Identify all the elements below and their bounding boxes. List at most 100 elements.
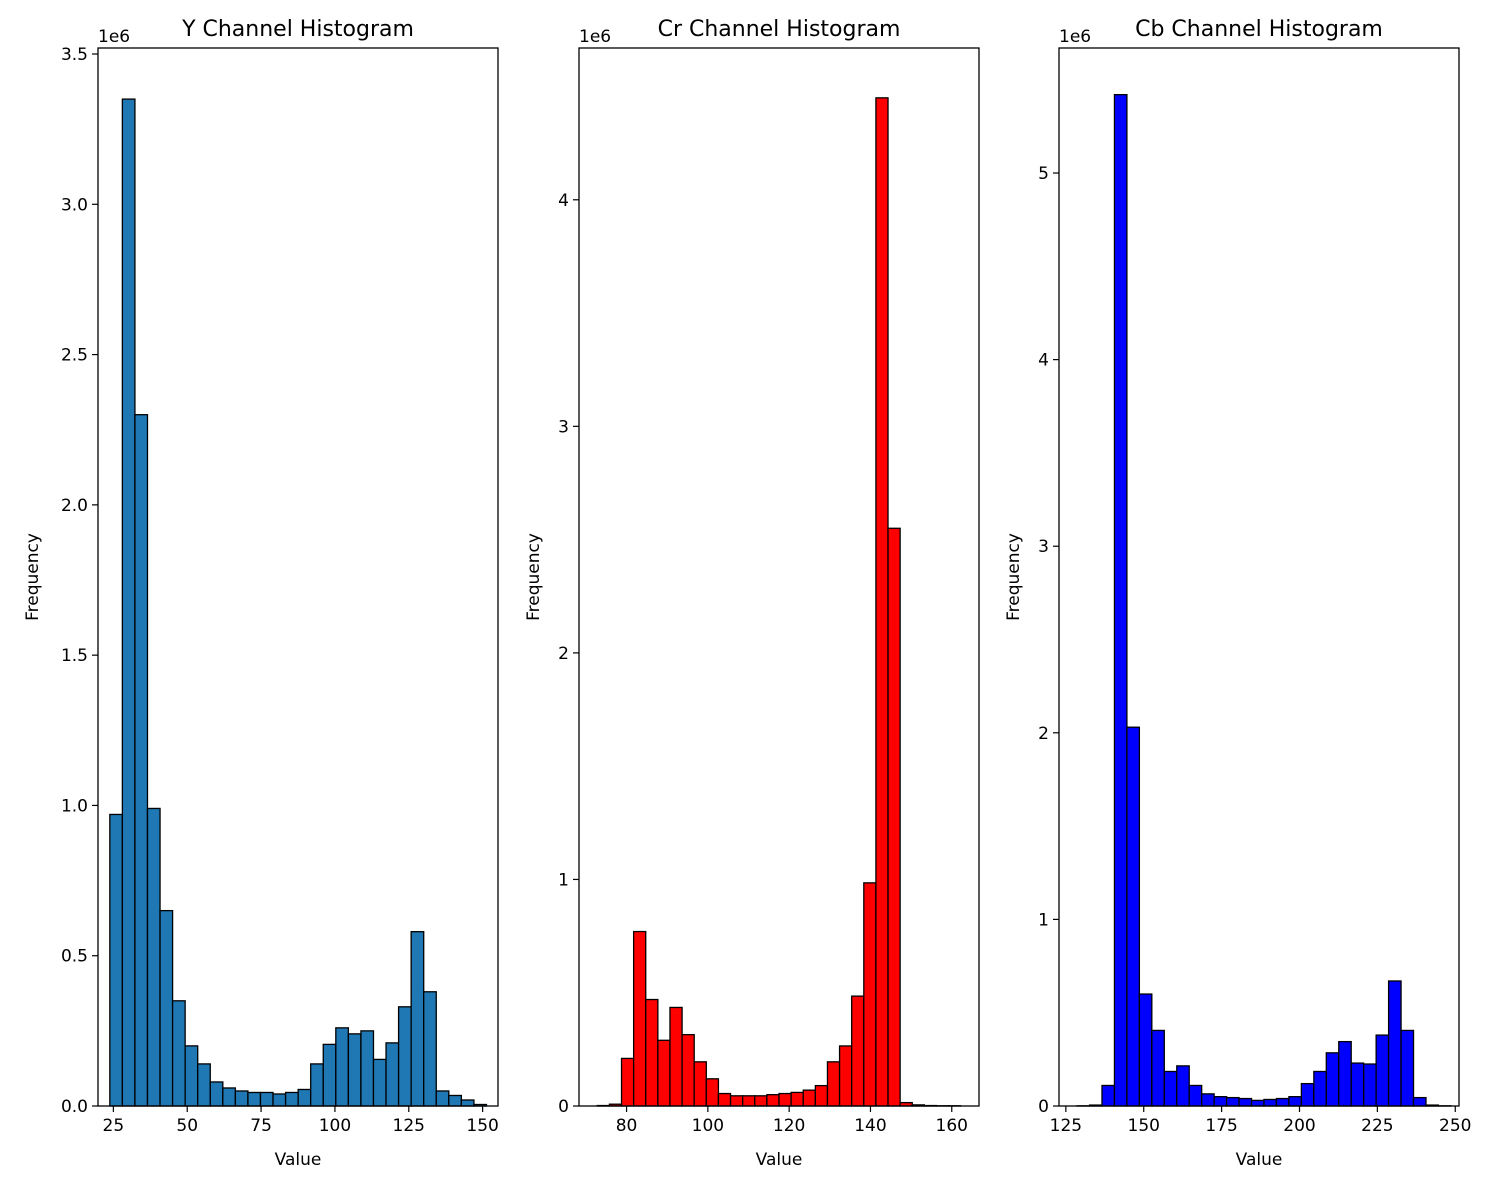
cb-x-tick-label-4: 225 bbox=[1361, 1116, 1393, 1136]
cr-histogram-bar-13 bbox=[754, 1095, 768, 1107]
cb-histogram-bar-22 bbox=[1350, 1062, 1365, 1107]
cr-histogram-bar-14 bbox=[766, 1094, 780, 1107]
cb-panel-xlabel: Value bbox=[1236, 1150, 1283, 1170]
cb-y-tick-label-4: 4 bbox=[1038, 351, 1049, 371]
y-histogram-bar-5 bbox=[171, 1000, 186, 1107]
y-histogram-bar-28 bbox=[460, 1099, 475, 1107]
cb-histogram-bar-26 bbox=[1400, 1029, 1415, 1107]
y-panel-title: Y Channel Histogram bbox=[181, 17, 414, 42]
cb-histogram-bar-11 bbox=[1213, 1096, 1228, 1107]
cb-panel-offset-text: 1e6 bbox=[1059, 27, 1091, 47]
y-histogram-bar-6 bbox=[184, 1045, 199, 1107]
y-x-tick-label-0: 25 bbox=[103, 1116, 125, 1136]
y-histogram-bar-12 bbox=[259, 1091, 274, 1107]
cb-histogram-bar-18 bbox=[1300, 1082, 1315, 1107]
y-histogram-bar-10 bbox=[234, 1090, 249, 1107]
cr-histogram-bar-2 bbox=[620, 1057, 635, 1107]
cr-panel-ylabel: Frequency bbox=[524, 533, 544, 621]
cb-histogram-bar-3 bbox=[1113, 94, 1128, 1107]
cr-histogram-bar-12 bbox=[742, 1095, 756, 1107]
cb-histogram-bar-21 bbox=[1338, 1040, 1352, 1107]
y-histogram-bar-8 bbox=[209, 1081, 224, 1107]
y-histogram-bar-11 bbox=[247, 1091, 262, 1107]
y-histogram-bar-7 bbox=[197, 1063, 211, 1107]
cb-y-tick-label-1: 1 bbox=[1038, 910, 1049, 930]
cb-histogram-bar-19 bbox=[1313, 1070, 1327, 1107]
cb-x-tick-label-5: 250 bbox=[1439, 1116, 1471, 1136]
cb-histogram-bar-5 bbox=[1138, 993, 1153, 1107]
y-y-tick-label-4: 2.0 bbox=[61, 496, 88, 516]
y-histogram-bar-20 bbox=[360, 1030, 375, 1107]
y-histogram-bar-23 bbox=[397, 1006, 412, 1107]
cr-y-tick-label-3: 3 bbox=[558, 417, 569, 437]
cb-histogram-bar-20 bbox=[1325, 1052, 1340, 1107]
cr-histogram-bar-8 bbox=[693, 1061, 707, 1107]
cr-y-tick-label-2: 2 bbox=[558, 644, 569, 664]
cr-panel-x-ticks: 80 100 120 140 160 bbox=[616, 1106, 968, 1136]
cb-histogram-bar-8 bbox=[1176, 1065, 1190, 1107]
y-histogram-bar-0 bbox=[109, 813, 124, 1107]
cb-x-tick-label-1: 150 bbox=[1128, 1116, 1160, 1136]
y-histogram-bar-9 bbox=[222, 1087, 237, 1107]
y-histogram-bar-21 bbox=[372, 1058, 387, 1107]
cr-x-tick-label-1: 100 bbox=[692, 1116, 724, 1136]
y-panel-y-ticks: 0.0 0.5 1.0 1.5 2.0 2.5 3.0 3.5 bbox=[61, 45, 98, 1117]
y-channel-panel: Y Channel Histogram 1e6 Value Frequency … bbox=[23, 17, 499, 1170]
y-histogram-bar-18 bbox=[335, 1027, 350, 1107]
cb-y-tick-label-2: 2 bbox=[1038, 724, 1049, 744]
cb-histogram-bar-13 bbox=[1238, 1097, 1253, 1107]
cb-histogram-bar-4 bbox=[1126, 726, 1141, 1107]
y-histogram-bar-19 bbox=[347, 1033, 362, 1107]
cr-histogram-bar-6 bbox=[669, 1006, 683, 1107]
cb-histogram-bar-2 bbox=[1101, 1084, 1116, 1107]
y-x-tick-label-1: 50 bbox=[176, 1116, 198, 1136]
cb-histogram-bar-10 bbox=[1201, 1093, 1215, 1107]
cr-x-tick-label-4: 160 bbox=[936, 1116, 968, 1136]
cr-x-tick-label-0: 80 bbox=[616, 1116, 638, 1136]
cr-panel-title: Cr Channel Histogram bbox=[658, 17, 901, 42]
cr-histogram-bar-10 bbox=[717, 1092, 732, 1107]
y-y-tick-label-7: 3.5 bbox=[61, 45, 88, 65]
cb-histogram-bar-9 bbox=[1188, 1084, 1203, 1107]
cb-x-tick-label-2: 175 bbox=[1205, 1116, 1237, 1136]
cb-histogram-bar-24 bbox=[1375, 1034, 1390, 1107]
cr-histogram-bar-22 bbox=[863, 882, 877, 1107]
cb-histogram-bar-25 bbox=[1387, 980, 1402, 1107]
cr-y-tick-label-4: 4 bbox=[558, 191, 569, 211]
cr-histogram-bar-11 bbox=[729, 1095, 744, 1107]
y-histogram-bar-15 bbox=[297, 1088, 312, 1107]
cr-histogram-bar-5 bbox=[657, 1039, 671, 1107]
y-histogram-bar-2 bbox=[134, 414, 149, 1107]
y-panel-offset-text: 1e6 bbox=[98, 27, 130, 47]
y-histogram-bar-4 bbox=[159, 909, 174, 1107]
cb-x-tick-label-3: 200 bbox=[1283, 1116, 1315, 1136]
cr-histogram-bar-7 bbox=[681, 1033, 695, 1107]
cr-x-tick-label-3: 140 bbox=[854, 1116, 886, 1136]
y-y-tick-label-3: 1.5 bbox=[61, 646, 88, 666]
cb-histogram-bar-12 bbox=[1225, 1096, 1240, 1107]
y-histogram-bar-26 bbox=[435, 1090, 450, 1107]
y-y-tick-label-0: 0.0 bbox=[61, 1097, 88, 1117]
y-histogram-bar-24 bbox=[410, 931, 425, 1107]
y-histogram-bar-16 bbox=[310, 1063, 324, 1107]
cr-histogram-bar-16 bbox=[790, 1091, 804, 1107]
cr-panel-offset-text: 1e6 bbox=[579, 27, 611, 47]
y-panel-frame bbox=[97, 47, 499, 1107]
cr-histogram-bar-23 bbox=[875, 97, 889, 1107]
cr-panel-frame bbox=[578, 47, 980, 1107]
cb-panel-title: Cb Channel Histogram bbox=[1135, 17, 1383, 42]
y-histogram-bar-1 bbox=[121, 98, 136, 1107]
y-x-tick-label-2: 75 bbox=[250, 1116, 272, 1136]
y-histogram-bar-27 bbox=[448, 1094, 463, 1107]
cb-panel-x-ticks: 125 150 175 200 225 250 bbox=[1050, 1106, 1471, 1136]
y-y-tick-label-6: 3.0 bbox=[61, 195, 88, 215]
cb-panel-bars bbox=[1076, 94, 1452, 1107]
y-panel-x-ticks: 25 50 75 100 125 150 bbox=[103, 1106, 499, 1136]
cr-panel-bars bbox=[596, 97, 962, 1107]
cr-x-tick-label-2: 120 bbox=[773, 1116, 805, 1136]
y-histogram-bar-13 bbox=[272, 1093, 287, 1107]
cb-channel-panel: Cb Channel Histogram 1e6 Value Frequency… bbox=[1004, 17, 1471, 1170]
cr-panel-y-ticks: 0 1 2 3 4 bbox=[558, 191, 579, 1117]
